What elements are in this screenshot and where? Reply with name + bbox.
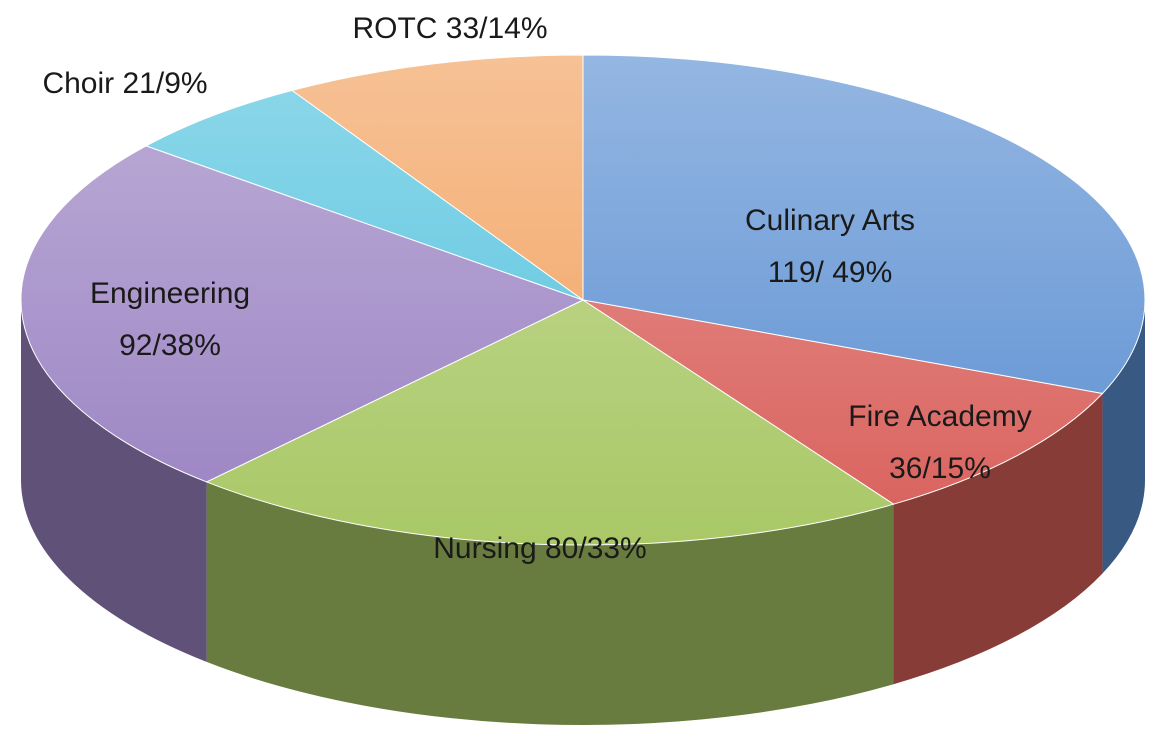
slice-label: ROTC 33/14% xyxy=(352,12,547,45)
category-label: ROTC xyxy=(352,12,437,45)
slice-label-text: ROTC 33/14% xyxy=(352,12,547,45)
value-label: 21/9% xyxy=(122,67,207,100)
category-label: Nursing xyxy=(433,532,536,565)
slice-label: Nursing 80/33% xyxy=(433,532,646,565)
category-label: Fire Academy xyxy=(848,400,1031,433)
category-label: Culinary Arts xyxy=(745,204,915,237)
slice-label: Choir 21/9% xyxy=(42,67,207,100)
slice-label: Culinary Arts 119/ 49% xyxy=(745,204,915,289)
slice-label-text: Nursing 80/33% xyxy=(433,532,646,565)
category-label: Choir xyxy=(42,67,114,100)
category-label: Engineering xyxy=(90,277,250,310)
value-label: 36/15% xyxy=(889,452,991,485)
value-label: 33/14% xyxy=(446,12,548,45)
value-label: 80/33% xyxy=(545,532,647,565)
value-label: 92/38% xyxy=(119,329,221,362)
slice-label: Fire Academy 36/15% xyxy=(848,400,1031,485)
slice-label: Engineering 92/38% xyxy=(90,277,250,362)
slice-label-text: Choir 21/9% xyxy=(42,67,207,100)
value-label: 119/ 49% xyxy=(768,256,893,289)
